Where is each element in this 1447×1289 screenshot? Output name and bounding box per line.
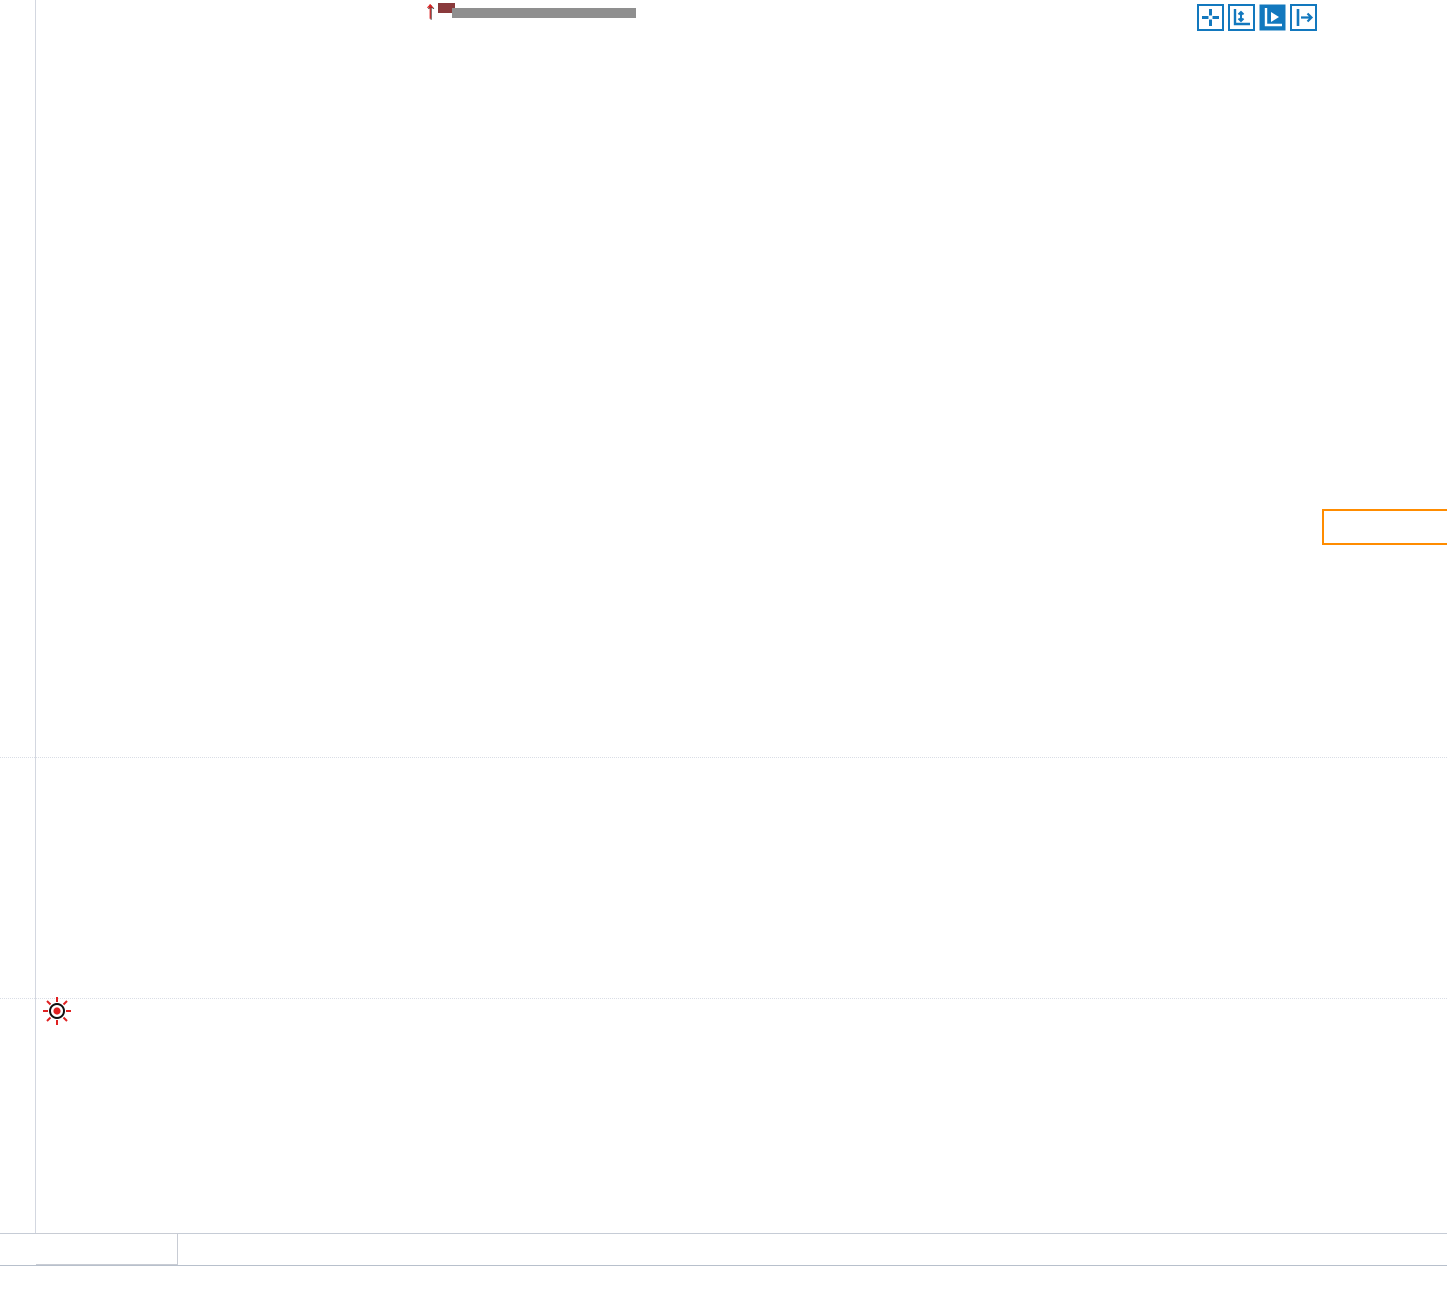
up-arrow-cursor-icon: ↑ — [424, 0, 437, 24]
panel-separator — [0, 998, 1447, 999]
panel-separator — [0, 757, 1447, 758]
axis-separator — [0, 1233, 1447, 1234]
period-selector-button[interactable] — [36, 1233, 178, 1265]
color-chip-darkred — [438, 3, 455, 13]
sidebar-divider — [35, 0, 36, 1233]
axis-scale-tool-button[interactable] — [1228, 4, 1255, 31]
auto-scroll-tool-button[interactable] — [1259, 4, 1286, 31]
rsi-title-row — [178, 1005, 215, 1027]
indicator-tabbar — [0, 1265, 1447, 1289]
header-gray-bar — [452, 8, 636, 18]
exit-right-tool-button[interactable] — [1290, 4, 1317, 31]
sun-icon[interactable] — [42, 996, 72, 1031]
current-price-box — [1322, 509, 1447, 545]
macd-title-row — [178, 764, 215, 786]
move-tool-button[interactable] — [1197, 4, 1224, 31]
